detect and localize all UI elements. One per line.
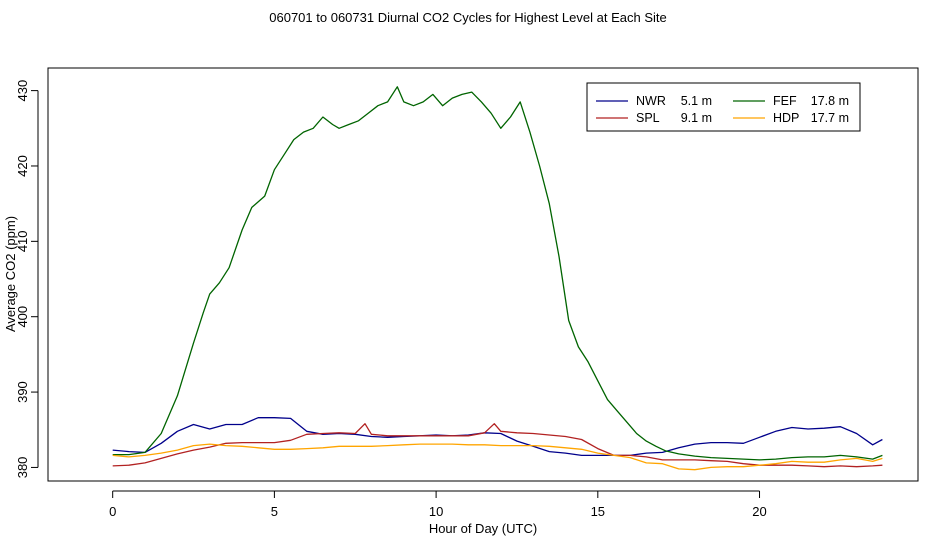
y-tick-label: 430 (15, 80, 30, 102)
x-axis-label: Hour of Day (UTC) (429, 521, 537, 536)
legend-height-fef: 17.8 m (811, 94, 849, 108)
y-tick-label: 420 (15, 155, 30, 177)
plot-frame (47, 67, 919, 482)
legend-box (586, 82, 861, 132)
legend-name-spl: SPL (636, 111, 660, 125)
series-line-nwr (112, 417, 883, 457)
legend-height-spl: 9.1 m (681, 111, 712, 125)
y-tick-label: 390 (15, 381, 30, 403)
series-lines (112, 86, 883, 471)
series-line-hdp (112, 443, 883, 471)
y-tick-label: 410 (15, 230, 30, 252)
y-tick-label: 400 (15, 306, 30, 328)
series-line-spl (112, 423, 883, 468)
y-tick-label: 380 (15, 457, 30, 479)
x-tick-label: 0 (109, 504, 116, 519)
legend-name-nwr: NWR (636, 94, 666, 108)
x-tick-label: 15 (591, 504, 605, 519)
legend-name-hdp: HDP (773, 111, 799, 125)
x-tick-label: 10 (429, 504, 443, 519)
x-tick-label: 5 (271, 504, 278, 519)
legend-height-hdp: 17.7 m (811, 111, 849, 125)
legend-height-nwr: 5.1 m (681, 94, 712, 108)
legend-name-fef: FEF (773, 94, 797, 108)
y-axis-label: Average CO2 (ppm) (3, 216, 18, 332)
legend: NWR 5.1 m SPL 9.1 m FEF 17.8 m HDP 17.7 m (586, 82, 861, 132)
chart-title: 060701 to 060731 Diurnal CO2 Cycles for … (269, 10, 666, 25)
x-tick-label: 20 (752, 504, 766, 519)
axes: 0 5 10 15 20 380 390 400 410 420 430 (15, 80, 767, 519)
series-line-fef (112, 86, 883, 461)
